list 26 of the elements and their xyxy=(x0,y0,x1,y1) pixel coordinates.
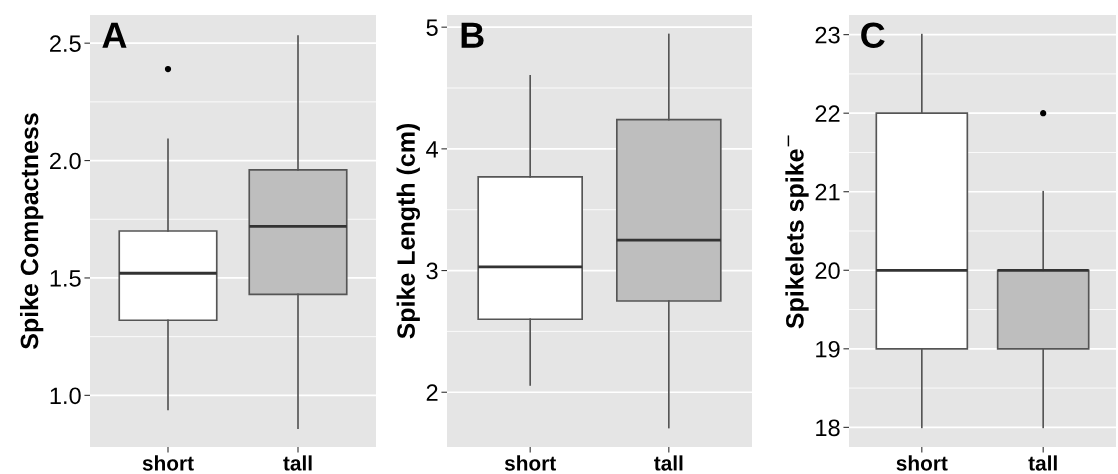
x-tick-label: short xyxy=(896,455,948,471)
y-tick-label: 19 xyxy=(816,340,840,358)
y-axis-title: Spikelets spike$^{−}$ xyxy=(785,135,809,329)
x-tick-label: tall xyxy=(283,455,312,471)
y-tick-label: 2 xyxy=(426,384,438,401)
y-tick-label: 18 xyxy=(816,419,840,437)
y-tick-label: 4 xyxy=(426,141,438,158)
y-axis-title: Spike Compactness xyxy=(19,113,44,350)
y-tick-label: 2.5 xyxy=(50,35,81,52)
y-tick-label: 22 xyxy=(815,105,840,122)
y-tick-label: 1.5 xyxy=(50,270,81,287)
x-tick-label: short xyxy=(142,455,194,471)
x-tick-label: short xyxy=(504,455,556,471)
y-tick-label: 23 xyxy=(815,26,840,44)
y-tick-label: 2.0 xyxy=(50,152,81,170)
chart-title: B xyxy=(461,22,484,48)
y-tick-label: 20 xyxy=(815,262,840,280)
chart-title: C xyxy=(861,22,885,48)
y-axis-title: Spike Length (cm) xyxy=(396,123,420,339)
x-tick-label: tall xyxy=(1028,455,1057,471)
y-tick-label: 21 xyxy=(815,183,840,201)
chart-title: A xyxy=(102,22,127,48)
y-tick-label: 1.0 xyxy=(50,387,81,405)
y-tick-label: 3 xyxy=(426,262,438,280)
x-tick-label: tall xyxy=(654,455,683,471)
y-tick-label: 5 xyxy=(426,19,438,36)
